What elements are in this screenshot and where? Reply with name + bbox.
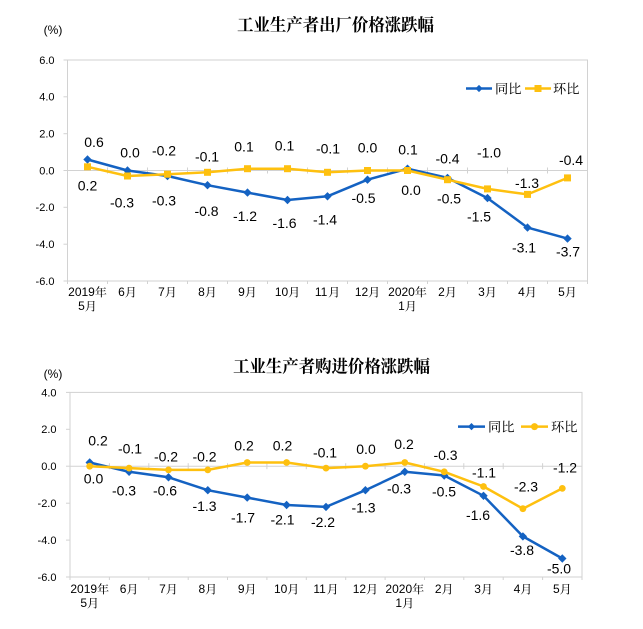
svg-text:-0.1: -0.1: [316, 141, 340, 157]
svg-text:-4.0: -4.0: [36, 239, 55, 251]
svg-text:-1.3: -1.3: [351, 500, 375, 516]
svg-text:-1.3: -1.3: [192, 498, 216, 514]
svg-text:-0.1: -0.1: [118, 441, 142, 457]
svg-text:-0.3: -0.3: [152, 193, 176, 209]
svg-text:1: 1: [398, 299, 405, 313]
svg-text:-1.3: -1.3: [515, 175, 539, 191]
svg-text:0.0: 0.0: [358, 140, 378, 156]
svg-text:(%): (%): [44, 23, 63, 37]
svg-text:0.2: 0.2: [273, 438, 293, 454]
svg-text:0.0: 0.0: [120, 145, 140, 161]
svg-text:0.2: 0.2: [394, 436, 414, 452]
svg-text:-0.1: -0.1: [195, 149, 219, 165]
svg-text:-0.3: -0.3: [112, 483, 136, 499]
svg-text:-2.3: -2.3: [514, 479, 538, 495]
svg-text:-0.5: -0.5: [432, 484, 456, 500]
svg-text:5: 5: [80, 596, 87, 610]
svg-text:-1.2: -1.2: [233, 208, 257, 224]
svg-text:0.6: 0.6: [84, 134, 104, 150]
svg-text:9: 9: [238, 285, 245, 299]
svg-text:-1.6: -1.6: [466, 507, 490, 523]
svg-text:-1.7: -1.7: [231, 510, 255, 526]
svg-text:-3.1: -3.1: [512, 240, 536, 256]
svg-text:2020: 2020: [388, 285, 415, 299]
svg-text:0.2: 0.2: [78, 178, 98, 194]
svg-text:-1.6: -1.6: [272, 215, 296, 231]
svg-text:0.0: 0.0: [39, 165, 54, 177]
svg-text:2020: 2020: [385, 582, 412, 596]
svg-text:0.2: 0.2: [234, 438, 254, 454]
svg-text:-3.8: -3.8: [510, 542, 534, 558]
svg-text:12: 12: [353, 582, 367, 596]
svg-text:-0.2: -0.2: [154, 449, 178, 465]
svg-text:3: 3: [474, 582, 481, 596]
svg-text:0.1: 0.1: [234, 139, 254, 155]
svg-text:6: 6: [120, 582, 127, 596]
svg-text:-0.3: -0.3: [387, 481, 411, 497]
svg-text:-1.1: -1.1: [472, 465, 496, 481]
svg-text:8: 8: [199, 582, 206, 596]
svg-text:-0.4: -0.4: [435, 151, 459, 167]
svg-text:5: 5: [558, 285, 565, 299]
svg-text:8: 8: [198, 285, 205, 299]
svg-text:0.2: 0.2: [88, 433, 108, 449]
svg-text:0.1: 0.1: [275, 138, 295, 154]
svg-text:2.0: 2.0: [39, 129, 54, 141]
svg-text:4: 4: [518, 285, 525, 299]
svg-text:0.0: 0.0: [41, 461, 56, 473]
svg-text:6.0: 6.0: [39, 55, 54, 67]
svg-text:2: 2: [435, 582, 442, 596]
svg-text:-0.6: -0.6: [153, 483, 177, 499]
svg-text:10: 10: [275, 285, 289, 299]
svg-text:-1.0: -1.0: [477, 145, 501, 161]
svg-text:0.0: 0.0: [356, 441, 376, 457]
svg-text:-1.4: -1.4: [313, 212, 337, 228]
svg-text:4: 4: [514, 582, 521, 596]
svg-text:-1.5: -1.5: [467, 209, 491, 225]
svg-text:1: 1: [395, 596, 402, 610]
svg-text:-2.2: -2.2: [311, 514, 335, 530]
svg-text:-4.0: -4.0: [38, 535, 57, 547]
svg-text:2: 2: [438, 285, 445, 299]
svg-text:7: 7: [159, 582, 166, 596]
svg-text:-0.8: -0.8: [194, 203, 218, 219]
svg-text:-0.3: -0.3: [433, 447, 457, 463]
svg-text:-0.3: -0.3: [110, 195, 134, 211]
svg-text:2019: 2019: [70, 582, 97, 596]
svg-text:-2.0: -2.0: [36, 202, 55, 214]
svg-text:-0.1: -0.1: [313, 445, 337, 461]
svg-text:-6.0: -6.0: [36, 276, 55, 288]
svg-text:12: 12: [355, 285, 369, 299]
svg-text:2.0: 2.0: [41, 424, 56, 436]
svg-text:-0.5: -0.5: [437, 191, 461, 207]
svg-text:11: 11: [315, 285, 328, 299]
svg-text:-0.5: -0.5: [351, 190, 375, 206]
svg-text:-0.2: -0.2: [192, 449, 216, 465]
svg-text:-1.2: -1.2: [553, 460, 577, 476]
svg-text:-0.2: -0.2: [152, 143, 176, 159]
svg-text:0.0: 0.0: [401, 182, 421, 198]
svg-text:0.1: 0.1: [398, 142, 418, 158]
svg-text:4.0: 4.0: [39, 92, 54, 104]
svg-text:5: 5: [78, 299, 85, 313]
svg-text:4.0: 4.0: [41, 387, 56, 399]
svg-text:10: 10: [274, 582, 288, 596]
svg-text:6: 6: [118, 285, 125, 299]
svg-text:9: 9: [238, 582, 245, 596]
svg-text:-5.0: -5.0: [547, 561, 571, 577]
svg-text:0.0: 0.0: [84, 471, 104, 487]
svg-text:-2.1: -2.1: [270, 512, 294, 528]
svg-text:7: 7: [158, 285, 165, 299]
svg-text:3: 3: [478, 285, 485, 299]
svg-text:11: 11: [313, 582, 326, 596]
svg-text:-2.0: -2.0: [38, 498, 57, 510]
svg-text:-3.7: -3.7: [556, 244, 580, 260]
svg-text:2019: 2019: [68, 285, 95, 299]
svg-text:-6.0: -6.0: [38, 572, 57, 584]
svg-text:-0.4: -0.4: [559, 152, 583, 168]
svg-text:5: 5: [553, 582, 560, 596]
svg-text:(%): (%): [44, 367, 63, 381]
